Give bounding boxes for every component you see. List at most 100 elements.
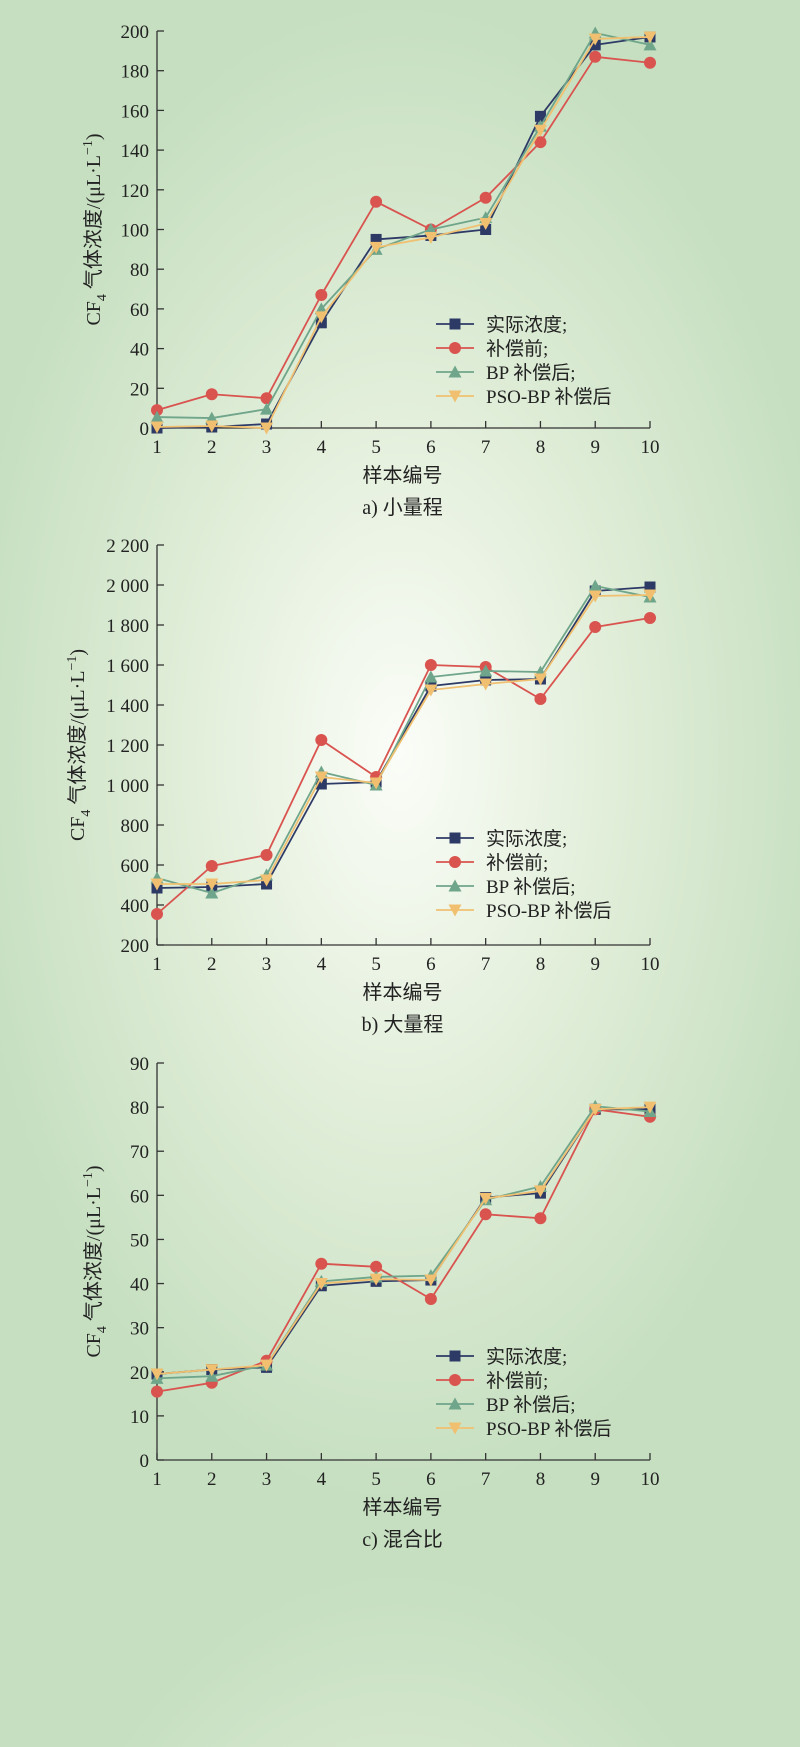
data-point — [205, 878, 219, 891]
legend-marker — [448, 390, 462, 403]
data-point — [260, 422, 274, 435]
legend-marker — [449, 1350, 461, 1362]
x-tick-label: 9 — [590, 437, 600, 458]
series-line — [156, 36, 651, 429]
y-tick-label: 80 — [130, 1098, 149, 1119]
data-point — [479, 218, 493, 231]
series-line — [157, 594, 651, 885]
chart-panel-1: 0 20 40 60 80 100 120 140 160 180 200 1 2 3 4 5 6 7 8 9 10 样本… — [81, 22, 660, 519]
y-tick-label: 1 200 — [106, 736, 149, 757]
data-point — [260, 874, 274, 887]
data-point — [260, 392, 273, 405]
y-tick-label: 120 — [121, 181, 150, 202]
y-tick-label: 20 — [130, 379, 149, 400]
data-point — [369, 241, 383, 254]
data-point — [588, 590, 602, 603]
data-point — [534, 1212, 547, 1225]
legend-label: BP 补偿后; — [486, 876, 576, 898]
y-tick-label: 100 — [121, 221, 150, 242]
y-axis-label-part: CF — [83, 301, 105, 325]
legend: 实际浓度;补偿前;BP 补偿后;PSO-BP 补偿后 — [436, 1346, 611, 1440]
data-point — [315, 734, 328, 746]
y-axis-label-part: −1 — [81, 140, 96, 155]
x-tick-label: 6 — [426, 1469, 436, 1490]
chart-panel-3: 0 10 20 30 40 50 60 70 80 90 1 2 3 4 5 6 7 8 9 10 样本编号 c) 混合比… — [81, 1054, 660, 1551]
y-tick-label: 180 — [121, 62, 150, 83]
x-tick-label: 2 — [207, 1469, 217, 1490]
chart-caption: a) 小量程 — [362, 496, 443, 519]
x-tick-label: 7 — [481, 954, 491, 975]
data-point — [588, 579, 602, 592]
legend-marker — [448, 1397, 462, 1410]
legend-marker — [448, 879, 462, 892]
y-tick-label: 2 000 — [106, 576, 149, 597]
x-tick-label: 6 — [426, 437, 436, 458]
legend-marker — [449, 318, 461, 330]
y-axis-label-part: ) — [67, 649, 89, 656]
x-tick-label: 5 — [371, 1469, 381, 1490]
legend-marker — [449, 832, 461, 844]
x-tick-label: 7 — [481, 437, 491, 458]
series-line — [156, 32, 651, 419]
data-point — [534, 693, 547, 705]
y-tick-label: 50 — [130, 1230, 149, 1251]
data-point — [479, 678, 493, 691]
x-tick-label: 7 — [481, 1469, 491, 1490]
y-tick-label: 600 — [121, 856, 150, 877]
y-tick-label: 200 — [121, 22, 150, 43]
y-tick-label: 10 — [130, 1407, 149, 1428]
data-point — [260, 1359, 274, 1372]
data-point — [151, 404, 163, 417]
y-axis-label-part: CF — [83, 1333, 105, 1357]
series-2 — [151, 50, 656, 417]
series-4 — [150, 589, 657, 891]
series-4 — [150, 31, 657, 435]
data-point — [424, 1292, 437, 1305]
x-tick-label: 5 — [371, 437, 381, 458]
y-axis-label: CF4 气体浓度/(μL·L−1) — [81, 1165, 110, 1357]
legend-label: 补偿前; — [486, 1370, 548, 1392]
x-tick-label: 8 — [536, 437, 546, 458]
data-point — [533, 1185, 547, 1198]
x-axis-label: 样本编号 — [363, 1496, 443, 1519]
x-axis-label: 样本编号 — [363, 464, 443, 487]
series-line — [156, 1105, 651, 1380]
y-tick-label: 30 — [130, 1319, 149, 1340]
data-point — [534, 136, 547, 149]
x-tick-label: 8 — [536, 1469, 546, 1490]
data-point — [643, 31, 657, 44]
legend-marker — [449, 856, 461, 868]
data-point — [479, 664, 493, 677]
series-3 — [150, 1099, 657, 1384]
x-tick-label: 6 — [426, 954, 436, 975]
series-2 — [151, 1103, 656, 1398]
x-tick-label: 9 — [590, 1469, 600, 1490]
chart-caption: c) 混合比 — [362, 1528, 443, 1551]
series-2 — [151, 612, 656, 920]
x-tick-label: 3 — [262, 954, 272, 975]
y-tick-label: 1 600 — [106, 656, 149, 677]
series-line — [156, 617, 651, 915]
data-point — [150, 410, 164, 423]
x-tick-label: 4 — [317, 1469, 327, 1490]
data-point — [205, 860, 218, 872]
x-tick-label: 5 — [371, 954, 381, 975]
data-point — [643, 38, 657, 51]
chart-panel-2: 200 400 600 800 1 000 1 200 1 400 1 600 1 800 2 0… — [65, 536, 660, 1036]
data-point — [644, 612, 656, 624]
series-1 — [151, 31, 656, 434]
data-point — [588, 33, 602, 46]
data-point — [424, 659, 437, 671]
series-line — [156, 586, 651, 889]
legend-marker — [449, 342, 461, 354]
y-tick-label: 160 — [121, 101, 150, 122]
data-point — [643, 1101, 657, 1114]
legend-label: 补偿前; — [486, 852, 548, 874]
data-point — [643, 589, 657, 602]
data-point — [479, 1208, 492, 1221]
y-tick-label: 0 — [140, 419, 150, 440]
x-tick-label: 1 — [152, 954, 162, 975]
legend-label: BP 补偿后; — [486, 1394, 576, 1416]
x-tick-label: 2 — [207, 954, 217, 975]
x-axis-label: 样本编号 — [363, 981, 443, 1004]
